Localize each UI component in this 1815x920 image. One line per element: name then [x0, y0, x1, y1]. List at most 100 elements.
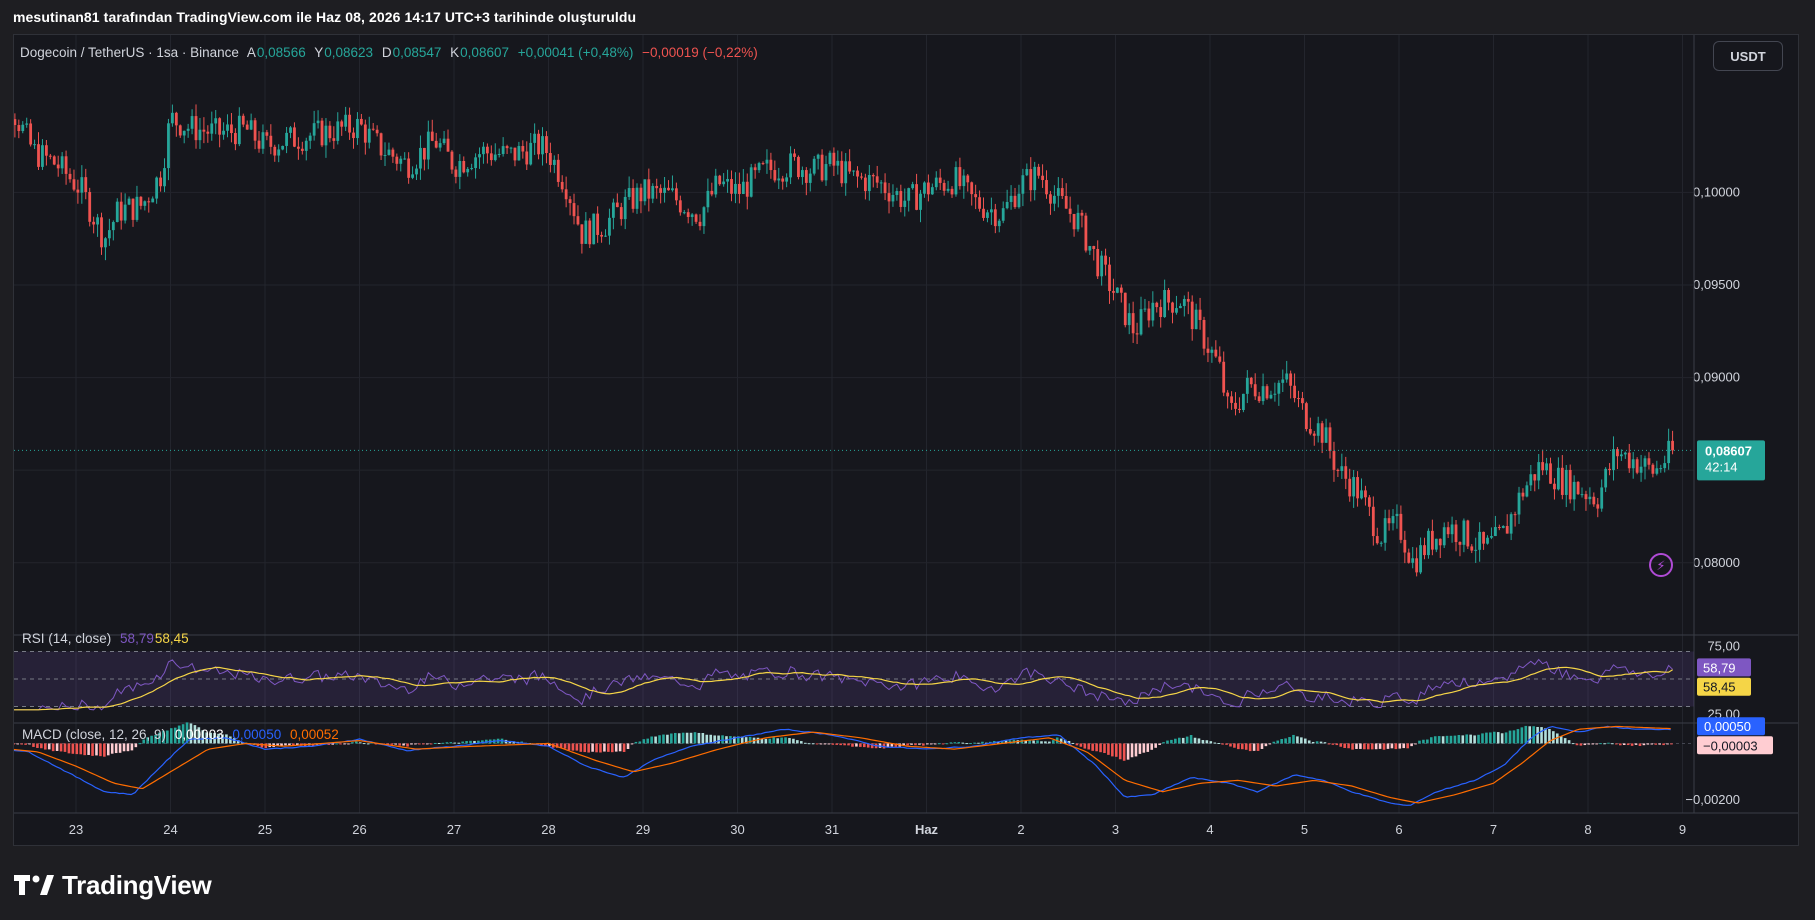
candle-body	[1064, 195, 1068, 209]
candle-body	[946, 188, 950, 191]
macd-histogram-bar	[402, 743, 405, 746]
macd-histogram-bar	[126, 743, 130, 752]
candle-body	[1556, 467, 1560, 490]
chart-frame[interactable]: 0,10000 0,09500 0,09000 0,08000 23 24 25 26 27 28…	[13, 34, 1799, 846]
macd-histogram-bar	[1044, 741, 1047, 744]
macd-histogram-bar	[1122, 743, 1126, 761]
candle-body	[387, 149, 391, 155]
macd-histogram-bar	[1008, 740, 1012, 744]
macd-histogram-bar	[1414, 743, 1417, 745]
candle-body	[1273, 393, 1277, 395]
candle-body	[462, 161, 466, 173]
lightning-icon[interactable]: ⚡	[1649, 553, 1673, 577]
candle-body	[757, 163, 761, 171]
macd-histogram-bar	[1634, 743, 1638, 745]
candle-body	[1525, 485, 1529, 497]
tradingview-logo[interactable]: TradingView	[14, 870, 212, 901]
macd-histogram-bar	[154, 734, 157, 744]
symbol-label[interactable]: Dogecoin / TetherUS · 1sa · Binance	[20, 45, 239, 60]
candle-body	[395, 156, 399, 164]
macd-histogram-bar	[284, 743, 287, 746]
candle-body	[1104, 255, 1107, 265]
candle-body	[474, 157, 477, 169]
candle-body	[1210, 349, 1214, 353]
macd-histogram-bar	[1433, 736, 1437, 744]
macd-histogram-bar	[1642, 743, 1646, 746]
macd-histogram-bar	[713, 735, 716, 744]
macd-histogram-bar	[1473, 735, 1476, 744]
candle-body	[915, 184, 918, 210]
macd-legend[interactable]: MACD (close, 12, 26, 9) 0,00003 0,00050 …	[22, 727, 344, 742]
rsi-legend[interactable]: RSI (14, close) 58,7958,45	[22, 631, 194, 646]
low-value: 0,08547	[392, 45, 442, 60]
tradingview-logo-icon	[14, 874, 54, 895]
macd-histogram-bar	[1040, 741, 1043, 744]
candle-body	[206, 131, 210, 134]
macd-histogram-bar	[1615, 743, 1618, 745]
macd-histogram-bar	[890, 743, 894, 747]
candle-body	[1198, 309, 1202, 320]
candle-body	[359, 118, 363, 125]
candle-body	[1088, 246, 1092, 251]
candle-body	[934, 177, 938, 188]
candle-body	[974, 194, 978, 198]
macd-histogram-bar	[603, 743, 606, 752]
candle-body	[143, 201, 147, 206]
last-price-value: 0,08607	[1705, 443, 1752, 458]
macd-histogram-bar	[449, 742, 453, 744]
candle-body	[363, 124, 367, 143]
macd-histogram-bar	[677, 733, 681, 744]
candle-body	[1364, 490, 1367, 498]
macd-histogram-bar	[866, 743, 870, 748]
macd-histogram-bar	[103, 743, 106, 757]
candle-body	[667, 187, 670, 191]
candle-body	[174, 112, 178, 126]
macd-histogram-bar	[1071, 742, 1075, 744]
macd-histogram-bar	[1154, 743, 1157, 748]
time-tick-label: 29	[636, 822, 650, 837]
candle-body	[1013, 195, 1017, 208]
candle-body	[1202, 319, 1206, 349]
macd-histogram-bar	[1603, 743, 1606, 745]
currency-button[interactable]: USDT	[1713, 41, 1783, 71]
candle-body	[1529, 474, 1533, 486]
candle-body	[525, 151, 529, 165]
macd-histogram-bar	[882, 743, 886, 749]
candle-body	[68, 173, 72, 180]
candle-body	[619, 207, 623, 220]
macd-histogram-bar	[740, 736, 744, 744]
candle-body	[41, 145, 44, 167]
macd-histogram-bar	[1142, 743, 1146, 753]
candle-body	[182, 130, 186, 136]
macd-histogram-bar	[689, 732, 693, 744]
macd-histogram-bar	[1595, 743, 1598, 745]
time-tick-label: 7	[1490, 822, 1497, 837]
macd-histogram-bar	[71, 743, 75, 754]
candle-body	[127, 198, 131, 205]
candle-body	[505, 146, 509, 149]
candle-body	[281, 145, 285, 150]
candle-body	[1234, 402, 1237, 409]
macd-histogram-bar	[1193, 737, 1197, 744]
macd-histogram-bar	[1666, 743, 1669, 745]
candle-body	[312, 123, 316, 136]
candle-body	[734, 183, 737, 194]
candle-body	[1474, 549, 1478, 551]
candle-body	[1344, 466, 1348, 479]
candle-body	[1301, 398, 1304, 404]
macd-histogram-bar	[169, 728, 173, 744]
candle-body	[808, 173, 812, 183]
macd-histogram-bar	[1646, 743, 1650, 745]
candle-body	[48, 155, 52, 157]
macd-histogram-bar	[217, 733, 220, 744]
candle-body	[1505, 526, 1509, 534]
macd-histogram-bar	[469, 740, 472, 744]
candle-body	[320, 120, 324, 146]
macd-histogram-bar	[1170, 739, 1173, 744]
candle-body	[375, 129, 379, 134]
time-tick-label: 26	[352, 822, 366, 837]
macd-histogram-bar	[185, 722, 189, 744]
macd-histogram-bar	[433, 742, 437, 744]
candle-body	[989, 209, 993, 213]
